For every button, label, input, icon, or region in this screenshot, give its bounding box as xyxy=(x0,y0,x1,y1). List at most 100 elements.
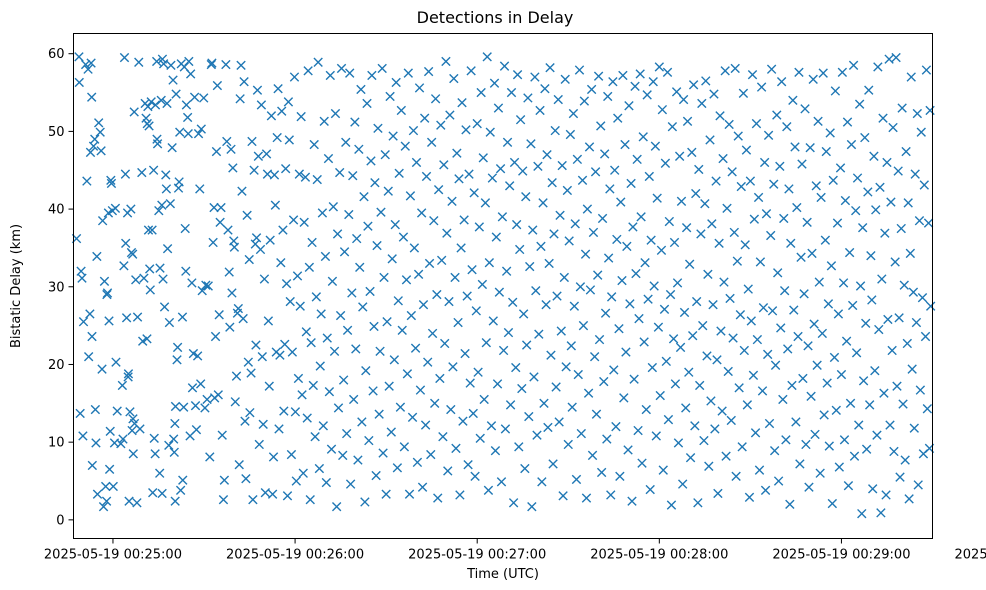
data-point xyxy=(196,124,206,134)
data-point xyxy=(279,406,289,416)
data-point xyxy=(325,70,335,81)
data-point xyxy=(82,176,92,186)
data-point xyxy=(436,255,447,266)
data-point xyxy=(392,463,403,473)
data-point xyxy=(87,92,97,102)
data-point xyxy=(134,57,144,67)
data-point xyxy=(555,210,565,220)
data-point xyxy=(162,98,172,109)
data-point xyxy=(333,403,344,413)
data-point xyxy=(688,331,698,341)
data-point xyxy=(568,108,579,119)
data-point xyxy=(165,198,176,209)
data-point xyxy=(492,379,503,389)
data-point xyxy=(526,139,536,149)
data-point xyxy=(137,167,147,178)
data-point xyxy=(78,317,89,327)
data-point xyxy=(248,494,258,505)
data-point xyxy=(120,169,131,179)
data-point xyxy=(792,202,802,213)
data-point xyxy=(172,342,183,353)
data-point xyxy=(368,386,378,396)
data-point xyxy=(880,228,890,238)
data-point xyxy=(359,191,369,202)
x-tick-label: 2025-05-19 00:26:00 xyxy=(226,548,364,563)
data-point xyxy=(212,80,223,91)
data-point xyxy=(887,345,897,356)
data-point xyxy=(151,56,162,67)
data-point xyxy=(769,446,780,456)
data-point xyxy=(98,501,109,512)
data-point xyxy=(174,177,184,187)
data-point xyxy=(913,480,923,490)
data-point xyxy=(746,316,756,326)
data-point xyxy=(320,251,331,262)
data-point xyxy=(890,257,900,267)
data-point xyxy=(144,121,154,131)
data-point xyxy=(861,444,872,454)
data-point xyxy=(897,103,907,113)
data-point xyxy=(587,450,598,461)
data-point xyxy=(508,498,519,508)
data-point xyxy=(738,88,749,99)
data-point xyxy=(514,244,525,255)
data-point xyxy=(716,326,726,336)
data-point xyxy=(157,488,167,499)
data-point xyxy=(108,481,118,492)
data-point xyxy=(498,345,509,356)
data-point xyxy=(335,167,345,178)
data-point xyxy=(794,67,804,78)
data-point xyxy=(389,355,400,365)
data-point xyxy=(454,174,464,184)
data-point xyxy=(892,381,902,391)
data-point xyxy=(347,288,357,298)
data-point xyxy=(125,407,135,417)
data-point xyxy=(857,223,868,233)
data-point xyxy=(714,238,724,248)
data-point xyxy=(440,338,450,349)
data-point xyxy=(480,198,491,208)
data-point xyxy=(255,244,266,255)
data-point xyxy=(443,466,453,476)
data-point xyxy=(116,439,126,449)
data-point xyxy=(469,188,479,198)
data-point xyxy=(111,357,121,367)
data-point xyxy=(433,184,444,195)
data-point xyxy=(371,470,381,481)
data-point xyxy=(289,72,300,82)
data-point xyxy=(339,247,350,257)
data-point xyxy=(842,117,853,127)
data-point xyxy=(477,279,488,290)
data-point xyxy=(233,303,244,314)
data-point xyxy=(893,166,903,176)
data-point xyxy=(624,101,634,111)
data-point xyxy=(161,184,172,194)
data-point xyxy=(209,202,219,213)
data-point xyxy=(504,181,515,191)
data-point xyxy=(677,479,688,489)
data-point xyxy=(189,92,200,102)
data-point xyxy=(902,338,913,349)
data-point xyxy=(820,235,831,245)
data-point xyxy=(366,156,376,166)
data-point xyxy=(393,296,403,306)
y-tick-label: 20 xyxy=(48,358,65,373)
data-point xyxy=(241,473,251,484)
data-point xyxy=(185,69,196,79)
data-point xyxy=(596,121,606,131)
data-point xyxy=(460,348,470,359)
data-point xyxy=(457,97,467,108)
data-point xyxy=(484,257,495,268)
data-point xyxy=(202,394,212,405)
data-point xyxy=(763,130,774,140)
data-point xyxy=(352,233,362,244)
data-point xyxy=(883,314,893,325)
data-point xyxy=(847,300,858,311)
data-point xyxy=(795,459,805,469)
data-point xyxy=(246,368,256,378)
data-point xyxy=(661,356,671,367)
data-point xyxy=(372,240,382,251)
data-point xyxy=(779,285,790,296)
data-point xyxy=(627,496,637,506)
data-point xyxy=(471,306,481,316)
